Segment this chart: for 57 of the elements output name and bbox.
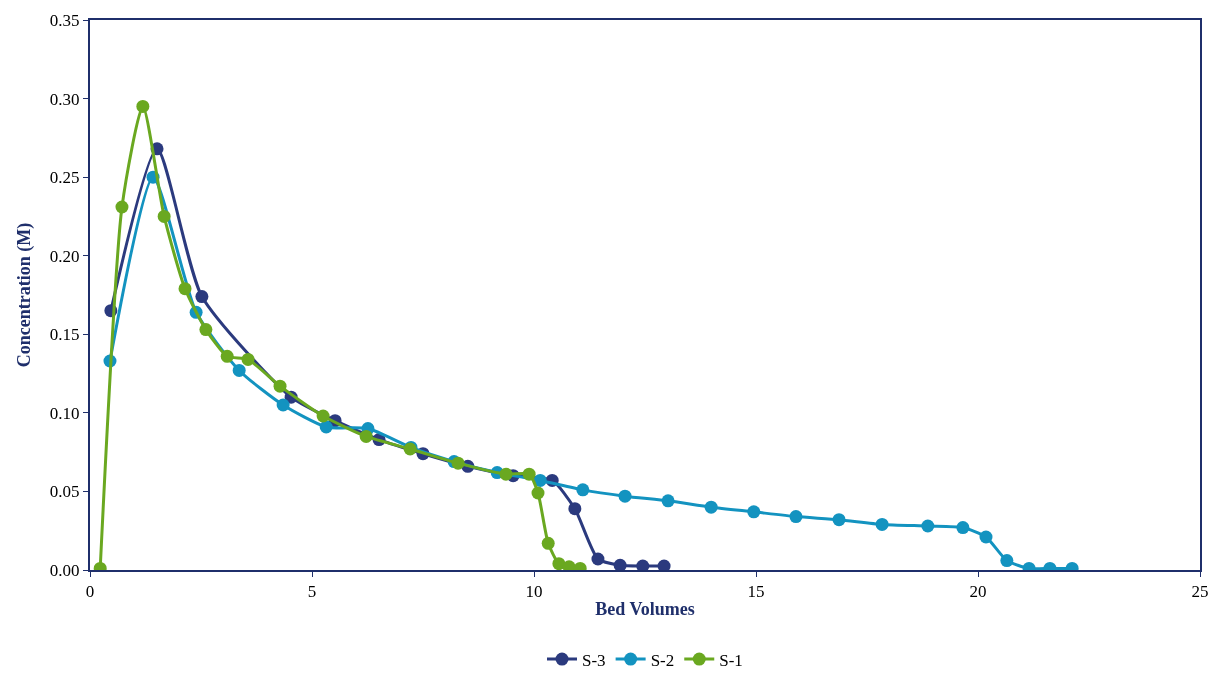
y-tick-label: 0.10 [49,403,80,423]
x-tick-label: 5 [307,582,317,602]
point [921,519,935,533]
y-tick-label: 0.35 [49,10,80,30]
y-axis-title: Concentration (M) [13,222,35,368]
y-tick-label: 0.20 [49,246,80,266]
x-tick-label: 15 [747,582,765,602]
point [531,486,545,500]
point [576,483,590,497]
point [832,513,846,527]
point [591,552,605,566]
x-tick-label: 20 [969,582,987,602]
point [541,536,555,550]
x-axis-title: Bed Volumes [595,599,695,619]
point [657,559,671,570]
point [747,505,761,519]
point [316,409,330,423]
x-tick-label: 0 [85,582,95,602]
point [522,467,536,481]
y-tick-label: 0.00 [49,560,80,580]
y-tick-label: 0.25 [49,168,80,188]
point [273,379,287,393]
point [552,557,566,570]
point [613,558,627,570]
point [232,363,246,377]
point [220,349,234,363]
point [359,429,373,443]
point [568,502,582,516]
point [636,559,650,570]
y-tick-label: 0.30 [49,89,80,109]
point [533,473,547,487]
point [661,494,675,508]
point [319,420,333,434]
point [136,99,150,113]
point [199,323,213,337]
x-tick-label: 25 [1191,582,1209,602]
legend-label: S-2 [650,650,675,670]
point [451,456,465,470]
point [875,517,889,531]
point [178,282,192,296]
point [499,467,513,481]
y-tick-label: 0.05 [49,482,80,502]
point [195,290,209,304]
legend-label: S-1 [719,650,743,670]
point [979,530,993,544]
y-tick-label: 0.15 [49,325,80,345]
point [618,489,632,503]
legend-label: S-3 [582,650,606,670]
point [157,209,171,223]
point [1000,554,1014,568]
point [276,398,290,412]
point [789,510,803,524]
x-tick-label: 10 [525,582,543,602]
point [704,500,718,514]
point [115,200,129,214]
point [241,352,255,366]
point [956,521,970,535]
